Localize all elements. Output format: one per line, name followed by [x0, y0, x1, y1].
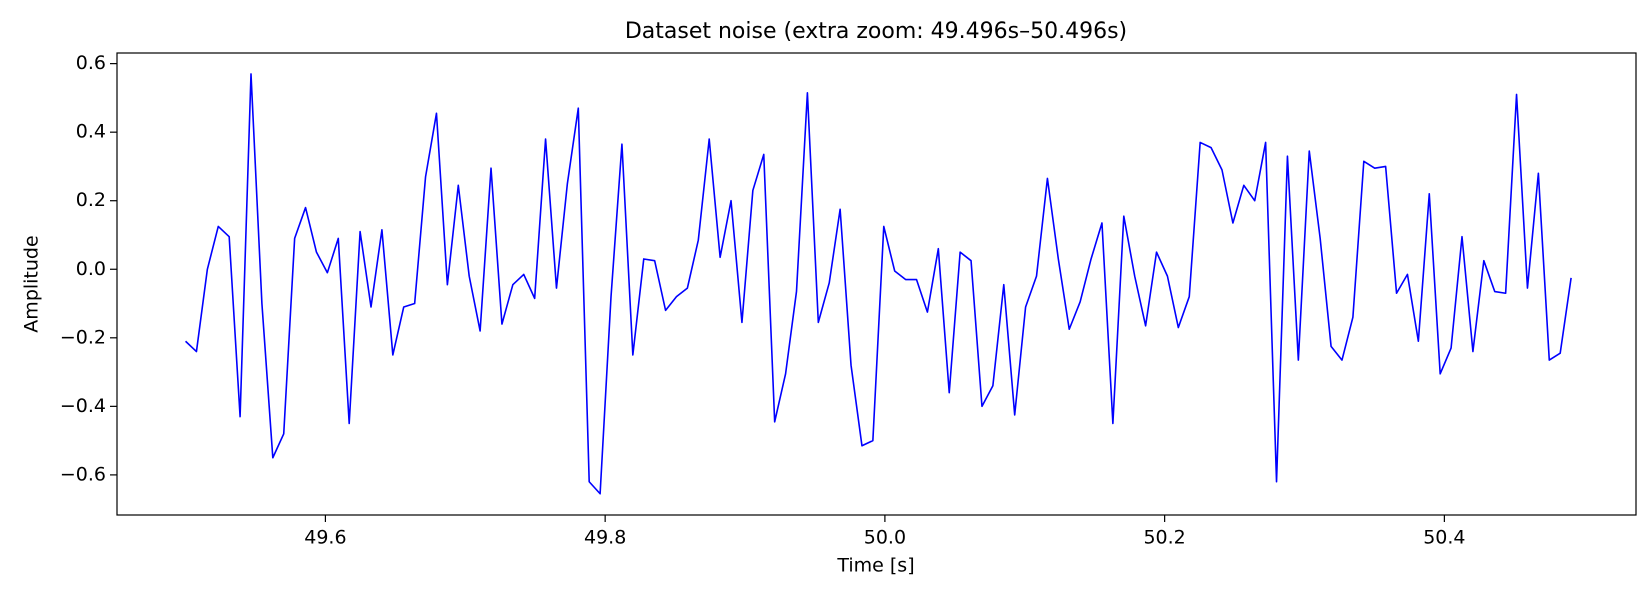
y-tick-label: 0.2 [76, 189, 106, 211]
plot-frame [116, 52, 1637, 516]
x-axis-label: Time [s] [836, 555, 914, 577]
x-tick-label: 49.8 [584, 527, 626, 549]
chart-title: Dataset noise (extra zoom: 49.496s–50.49… [625, 19, 1127, 44]
y-tick-label: 0.6 [76, 52, 106, 74]
x-tick-label: 50.4 [1423, 527, 1465, 549]
y-tick-label: −0.4 [60, 395, 106, 417]
y-tick-label: −0.2 [60, 326, 106, 348]
y-tick-label: 0.0 [76, 258, 106, 280]
x-tick-label: 50.0 [864, 527, 906, 549]
data-line [184, 73, 1572, 495]
y-tick-label: −0.6 [60, 463, 106, 485]
y-axis-label: Amplitude [21, 235, 43, 332]
x-tick-label: 49.6 [304, 527, 346, 549]
x-tick-label: 50.2 [1143, 527, 1185, 549]
y-tick-label: 0.4 [76, 121, 106, 143]
